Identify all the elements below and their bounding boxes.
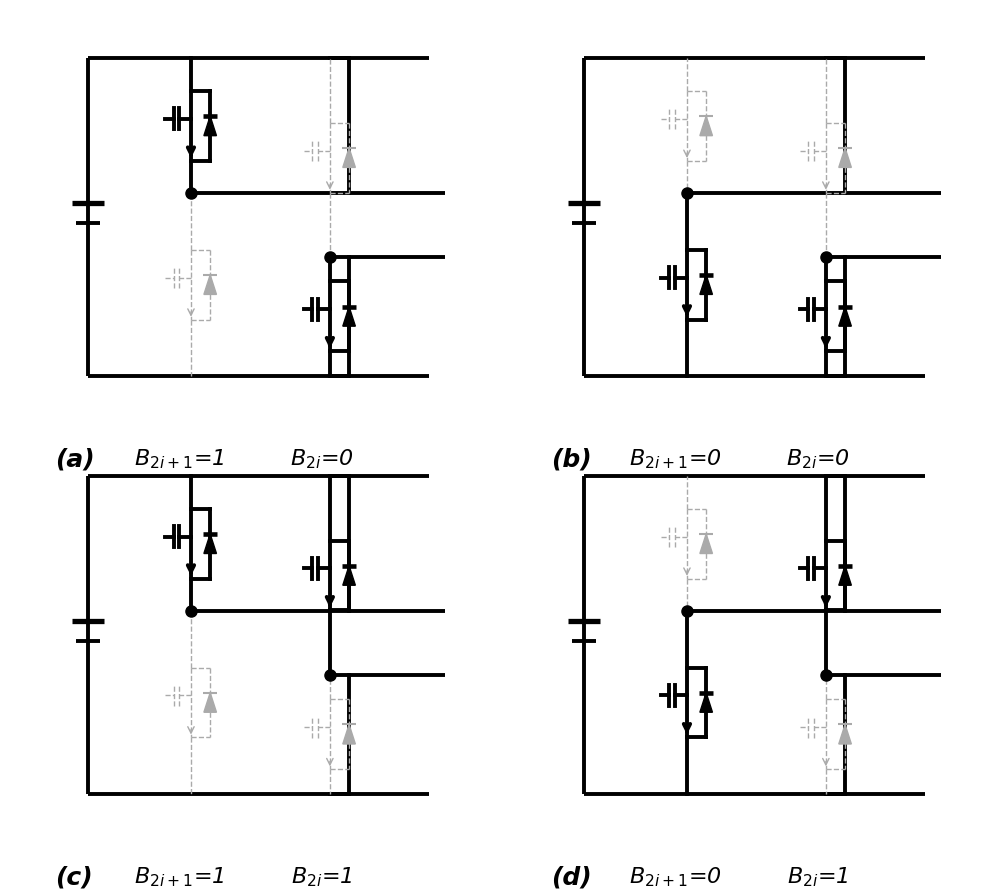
Polygon shape: [203, 534, 216, 554]
Polygon shape: [203, 693, 216, 712]
Polygon shape: [839, 565, 852, 585]
Polygon shape: [343, 725, 356, 744]
Polygon shape: [343, 307, 356, 326]
Text: $B_{2i+1}$=0: $B_{2i+1}$=0: [628, 447, 721, 471]
Polygon shape: [343, 565, 356, 585]
Polygon shape: [839, 148, 852, 167]
Text: $B_{2i}$=0: $B_{2i}$=0: [786, 447, 850, 471]
Polygon shape: [699, 534, 712, 554]
Text: $B_{2i}$=1: $B_{2i}$=1: [292, 865, 353, 889]
Text: $B_{2i+1}$=0: $B_{2i+1}$=0: [628, 865, 721, 889]
Polygon shape: [839, 307, 852, 326]
Polygon shape: [699, 693, 712, 712]
Text: $B_{2i}$=1: $B_{2i}$=1: [788, 865, 849, 889]
Text: (c): (c): [55, 865, 93, 889]
Polygon shape: [343, 148, 356, 167]
Polygon shape: [699, 275, 712, 294]
Polygon shape: [203, 275, 216, 294]
Text: (b): (b): [551, 447, 592, 471]
Text: $B_{2i+1}$=1: $B_{2i+1}$=1: [134, 865, 224, 889]
Polygon shape: [839, 725, 852, 744]
Text: $B_{2i}$=0: $B_{2i}$=0: [290, 447, 354, 471]
Polygon shape: [203, 116, 216, 136]
Text: $B_{2i+1}$=1: $B_{2i+1}$=1: [134, 447, 224, 471]
Text: (d): (d): [551, 865, 592, 889]
Polygon shape: [699, 116, 712, 136]
Text: (a): (a): [55, 447, 95, 471]
